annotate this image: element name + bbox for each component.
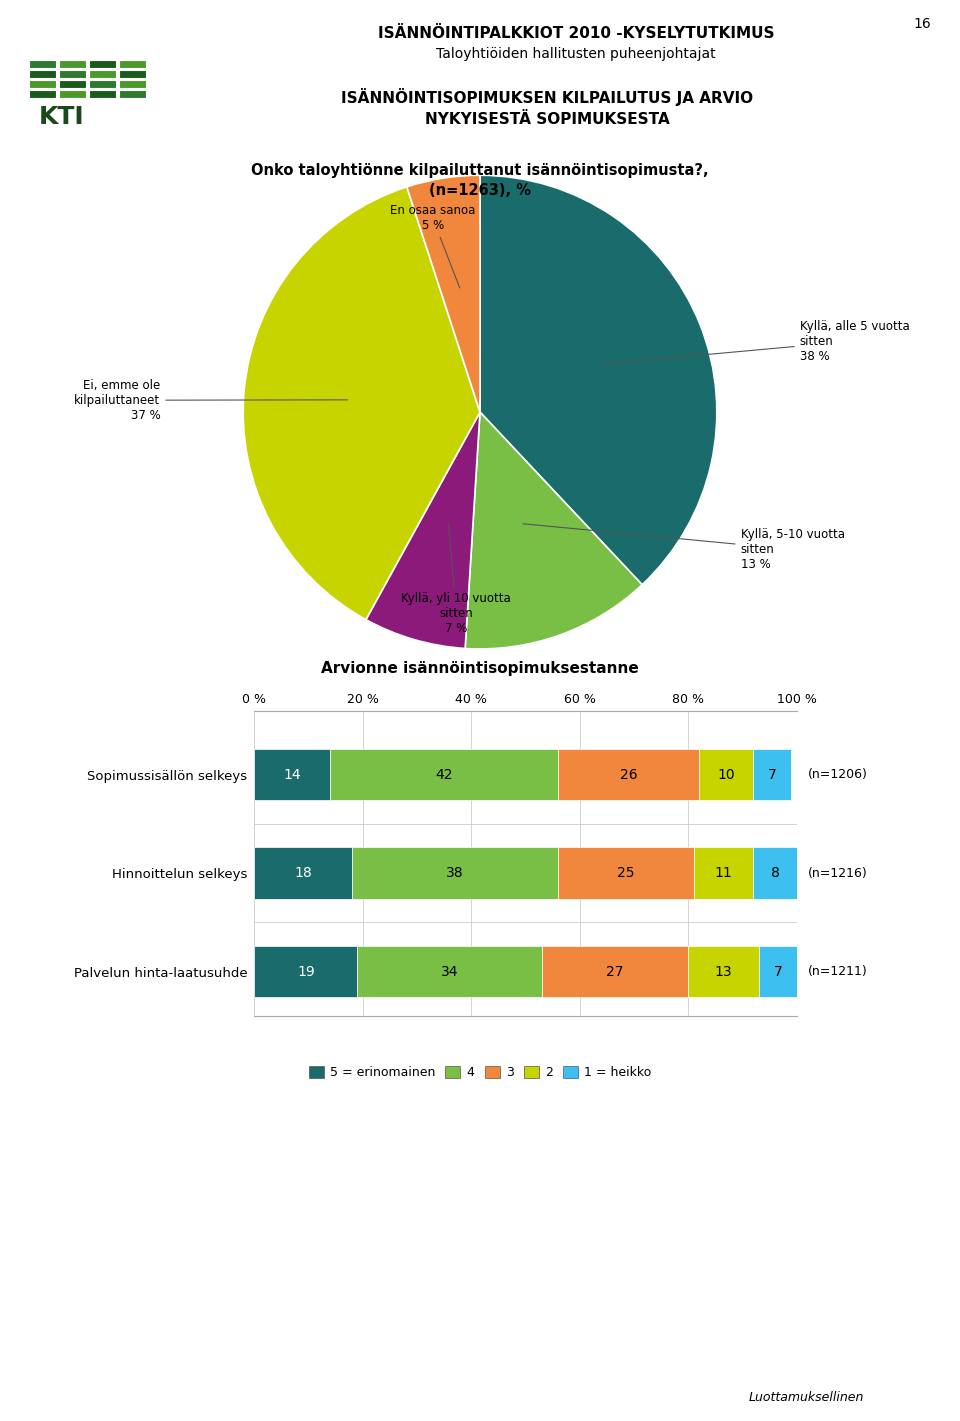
Bar — [59, 70, 86, 78]
Bar — [59, 80, 86, 88]
Bar — [88, 90, 116, 98]
Text: (n=1216): (n=1216) — [807, 867, 868, 880]
Legend: 5 = erinomainen, 4, 3, 2, 1 = heikko: 5 = erinomainen, 4, 3, 2, 1 = heikko — [303, 1061, 657, 1084]
Text: ISÄNNÖINTIPALKKIOT 2010 -KYSELYTUTKIMUS: ISÄNNÖINTIPALKKIOT 2010 -KYSELYTUTKIMUS — [377, 26, 775, 41]
Bar — [754, 847, 797, 898]
Bar — [558, 847, 694, 898]
Text: Taloyhtiöiden hallitusten puheenjohtajat: Taloyhtiöiden hallitusten puheenjohtajat — [436, 47, 716, 61]
Bar — [699, 749, 754, 800]
Bar — [541, 946, 688, 998]
Text: Luottamuksellinen: Luottamuksellinen — [749, 1391, 864, 1404]
Text: En osaa sanoa
5 %: En osaa sanoa 5 % — [390, 203, 475, 288]
Bar — [59, 90, 86, 98]
Wedge shape — [407, 175, 480, 412]
Wedge shape — [480, 175, 717, 584]
Text: 7: 7 — [768, 767, 777, 782]
Text: Ei, emme ole
kilpailuttaneet
37 %: Ei, emme ole kilpailuttaneet 37 % — [74, 379, 348, 422]
Bar — [330, 749, 558, 800]
Text: (n=1211): (n=1211) — [807, 965, 868, 978]
Bar — [29, 70, 57, 78]
Bar — [59, 60, 86, 68]
Bar — [694, 847, 754, 898]
Bar — [254, 847, 352, 898]
Text: 27: 27 — [607, 965, 624, 979]
Bar — [29, 60, 57, 68]
Text: ISÄNNÖINTISOPIMUKSEN KILPAILUTUS JA ARVIO
NYKYISESTÄ SOPIMUKSESTA: ISÄNNÖINTISOPIMUKSEN KILPAILUTUS JA ARVI… — [341, 88, 754, 126]
Text: 11: 11 — [714, 867, 732, 880]
Text: Kyllä, 5-10 vuotta
sitten
13 %: Kyllä, 5-10 vuotta sitten 13 % — [523, 524, 845, 571]
Text: 34: 34 — [441, 965, 459, 979]
Text: Arvionne isännöintisopimuksestanne: Arvionne isännöintisopimuksestanne — [322, 661, 638, 676]
Bar — [119, 70, 146, 78]
Text: 13: 13 — [715, 965, 732, 979]
Text: 14: 14 — [283, 767, 301, 782]
Text: 16: 16 — [914, 17, 931, 31]
Text: Kyllä, alle 5 vuotta
sitten
38 %: Kyllä, alle 5 vuotta sitten 38 % — [604, 320, 909, 364]
Text: Onko taloyhtiönne kilpailuttanut isännöintisopimusta?,
(n=1263), %: Onko taloyhtiönne kilpailuttanut isännöi… — [252, 163, 708, 198]
Bar — [88, 70, 116, 78]
Text: 7: 7 — [774, 965, 782, 979]
Text: 42: 42 — [436, 767, 453, 782]
Text: 38: 38 — [446, 867, 464, 880]
Bar — [119, 80, 146, 88]
Wedge shape — [366, 412, 480, 648]
Wedge shape — [243, 186, 480, 620]
Bar — [254, 946, 357, 998]
Text: 8: 8 — [771, 867, 780, 880]
Bar — [29, 90, 57, 98]
Bar — [754, 749, 791, 800]
Bar — [558, 749, 699, 800]
Bar — [29, 80, 57, 88]
Text: 10: 10 — [717, 767, 735, 782]
Text: (n=1206): (n=1206) — [807, 769, 868, 782]
Wedge shape — [466, 412, 642, 649]
Bar — [88, 60, 116, 68]
Bar — [254, 749, 330, 800]
Bar — [758, 946, 797, 998]
Text: 19: 19 — [297, 965, 315, 979]
Bar — [119, 60, 146, 68]
Bar — [119, 90, 146, 98]
Bar — [88, 80, 116, 88]
Text: 18: 18 — [295, 867, 312, 880]
Bar — [357, 946, 541, 998]
Text: Kyllä, yli 10 vuotta
sitten
7 %: Kyllä, yli 10 vuotta sitten 7 % — [401, 524, 511, 635]
Text: 26: 26 — [620, 767, 637, 782]
Text: KTI: KTI — [38, 105, 84, 129]
Bar — [352, 847, 558, 898]
Text: 25: 25 — [617, 867, 635, 880]
Bar — [688, 946, 758, 998]
